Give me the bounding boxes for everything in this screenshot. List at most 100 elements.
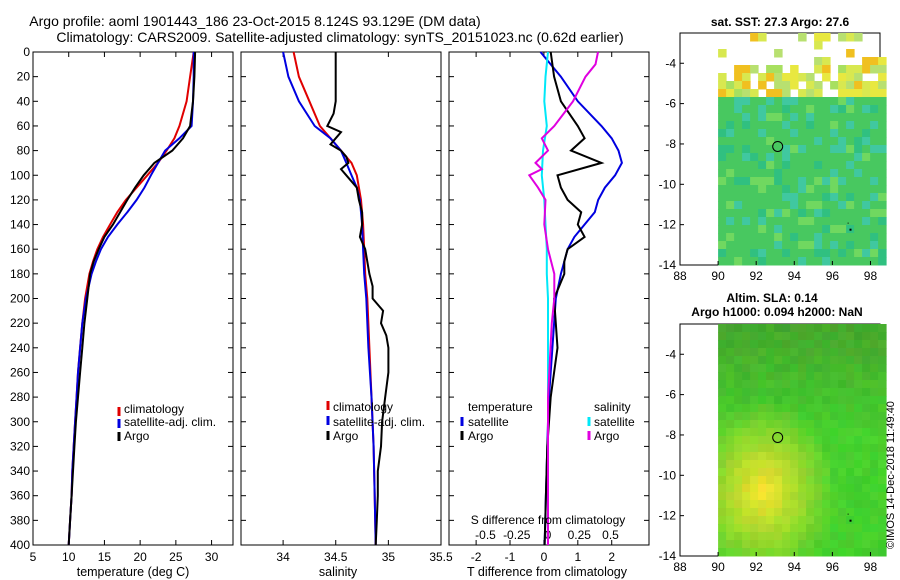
map-cell bbox=[814, 129, 823, 138]
map-cell bbox=[830, 233, 839, 242]
map-cell bbox=[718, 356, 727, 365]
x-tick-label: -1 bbox=[505, 550, 516, 564]
map-cell bbox=[718, 129, 727, 138]
map-cell bbox=[814, 249, 823, 258]
map-cell bbox=[726, 348, 735, 357]
map-cell bbox=[814, 452, 823, 461]
map-cell bbox=[878, 65, 887, 74]
map-cell bbox=[814, 145, 823, 154]
map-cell bbox=[750, 500, 759, 509]
map-cell bbox=[798, 97, 807, 106]
map-cell bbox=[790, 420, 799, 429]
map-cell bbox=[750, 161, 759, 170]
map-cell bbox=[830, 97, 839, 106]
map-cell bbox=[734, 476, 743, 485]
map-cell bbox=[822, 412, 831, 421]
map-cell bbox=[758, 153, 767, 162]
map-cell bbox=[766, 412, 775, 421]
map-cell bbox=[806, 257, 815, 266]
map-cell bbox=[774, 412, 783, 421]
difference-legend: temperature satellite Argo salinity sate… bbox=[460, 400, 635, 443]
map-cell bbox=[870, 324, 879, 333]
map-cell bbox=[830, 548, 839, 557]
map-cell bbox=[782, 340, 791, 349]
map-cell bbox=[806, 145, 815, 154]
map-cell bbox=[798, 356, 807, 365]
map-cell bbox=[814, 169, 823, 178]
map-cell bbox=[766, 348, 775, 357]
map-cell bbox=[838, 524, 847, 533]
map-cell bbox=[846, 452, 855, 461]
map-cell bbox=[838, 436, 847, 445]
salinity-legend: climatology satellite-adj. clim. Argo bbox=[326, 400, 425, 443]
map-cell bbox=[758, 340, 767, 349]
map-cell bbox=[766, 468, 775, 477]
map-cell bbox=[766, 153, 775, 162]
salinity-axes-frame bbox=[240, 51, 442, 546]
map-cell bbox=[766, 225, 775, 234]
map-cell bbox=[718, 241, 727, 250]
map-cell bbox=[838, 225, 847, 234]
map-cell bbox=[734, 249, 743, 258]
map-cell bbox=[854, 404, 863, 413]
map-cell bbox=[838, 121, 847, 130]
map-cell bbox=[870, 532, 879, 541]
map-cell bbox=[814, 137, 823, 146]
map-cell bbox=[870, 225, 879, 234]
map-cell bbox=[806, 532, 815, 541]
map-cell bbox=[758, 388, 767, 397]
map-cell bbox=[878, 404, 887, 413]
map-cell bbox=[814, 161, 823, 170]
map-cell bbox=[846, 372, 855, 381]
map-cell bbox=[870, 484, 879, 493]
map-cell bbox=[718, 225, 727, 234]
map-cell bbox=[814, 121, 823, 130]
map-cell bbox=[846, 508, 855, 517]
map-cell bbox=[750, 209, 759, 218]
x-tick-label: 34.5 bbox=[324, 550, 348, 564]
map-cell bbox=[742, 524, 751, 533]
map-cell bbox=[838, 532, 847, 541]
map-cell bbox=[734, 225, 743, 234]
map-cell bbox=[742, 241, 751, 250]
map-cell bbox=[830, 372, 839, 381]
map-cell bbox=[846, 428, 855, 437]
map-cell bbox=[822, 420, 831, 429]
map-cell bbox=[758, 33, 767, 42]
map-cell bbox=[830, 145, 839, 154]
map-cell bbox=[862, 241, 871, 250]
map-cell bbox=[806, 113, 815, 122]
map-cell bbox=[806, 412, 815, 421]
map-cell bbox=[798, 113, 807, 122]
map-cell bbox=[854, 468, 863, 477]
sst-map-panel: sat. SST: 27.3 Argo: 27.6 88 90 92 94 96 98 -4… bbox=[659, 15, 887, 283]
map-cell bbox=[878, 484, 887, 493]
map-cell bbox=[782, 241, 791, 250]
map-cell bbox=[814, 201, 823, 210]
map-cell bbox=[846, 396, 855, 405]
map-x-tick-label: 94 bbox=[788, 269, 802, 283]
map-cell bbox=[798, 209, 807, 218]
legend-sal-satellite: satellite bbox=[594, 415, 635, 429]
map-cell bbox=[814, 348, 823, 357]
map-cell bbox=[838, 348, 847, 357]
map-cell bbox=[846, 169, 855, 178]
map-cell bbox=[870, 193, 879, 202]
map-cell bbox=[878, 500, 887, 509]
map-cell bbox=[774, 241, 783, 250]
map-cell bbox=[758, 81, 767, 90]
map-cell bbox=[822, 516, 831, 525]
map-y-tick-label: -6 bbox=[665, 97, 676, 111]
map-cell bbox=[806, 121, 815, 130]
map-cell bbox=[878, 372, 887, 381]
map-cell bbox=[822, 217, 831, 226]
map-cell bbox=[838, 324, 847, 333]
map-cell bbox=[830, 492, 839, 501]
map-cell bbox=[750, 412, 759, 421]
map-cell bbox=[806, 185, 815, 194]
map-cell bbox=[782, 89, 791, 98]
map-cell bbox=[750, 97, 759, 106]
map-cell bbox=[878, 105, 887, 114]
map-cell bbox=[870, 153, 879, 162]
map-cell bbox=[734, 257, 743, 266]
